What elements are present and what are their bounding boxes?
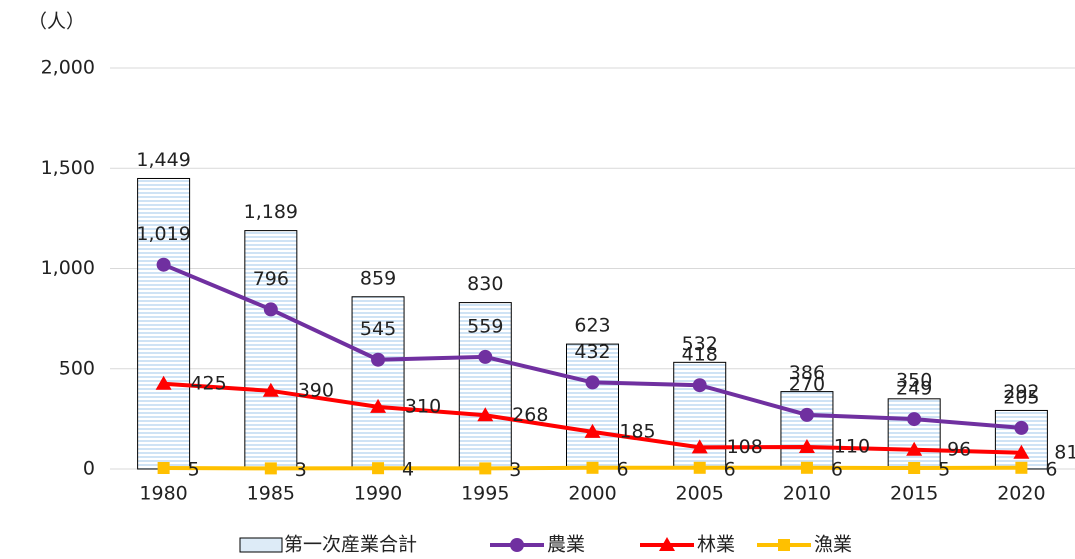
marker (691, 439, 708, 454)
data-label: 5 (938, 458, 950, 480)
data-label: 386 (789, 362, 825, 384)
y-tick-label: 1,000 (41, 257, 95, 279)
data-label: 108 (727, 436, 763, 458)
marker (799, 407, 814, 422)
y-tick-label: 0 (83, 458, 95, 480)
data-label: 390 (298, 379, 334, 401)
legend-marker (778, 539, 790, 551)
data-label: 623 (574, 315, 610, 337)
bar (244, 230, 298, 470)
marker (370, 398, 387, 413)
data-label: 268 (512, 404, 548, 426)
legend-swatch (239, 537, 283, 553)
data-label: 1,019 (136, 223, 190, 245)
x-tick-label: 1990 (354, 483, 402, 505)
data-label: 545 (360, 318, 396, 340)
marker (585, 375, 600, 390)
data-label: 559 (467, 315, 503, 337)
y-tick-label: 1,500 (41, 157, 95, 179)
marker (1014, 420, 1029, 435)
data-label: 1,449 (136, 149, 190, 171)
marker (477, 407, 494, 422)
marker (584, 423, 601, 438)
x-tick-label: 2005 (676, 483, 724, 505)
marker (157, 461, 170, 474)
data-label: 4 (402, 459, 414, 481)
x-tick-label: 2010 (783, 483, 831, 505)
bar (887, 398, 941, 470)
x-tick-label: 1995 (461, 483, 509, 505)
y-tick-label: 2,000 (41, 57, 95, 79)
data-label: 3 (509, 459, 521, 481)
legend-label: 農業 (547, 534, 585, 556)
data-label: 418 (682, 344, 718, 366)
marker (1015, 461, 1028, 474)
y-unit: （人） (28, 11, 85, 33)
data-label: 205 (1003, 386, 1039, 408)
data-label: 6 (724, 458, 736, 480)
bar (566, 343, 619, 470)
bar (351, 296, 405, 470)
x-tick-label: 1980 (139, 483, 187, 505)
marker (1013, 444, 1030, 459)
bar (137, 177, 191, 470)
legend-marker (659, 537, 675, 551)
marker (155, 375, 172, 390)
legend-marker (510, 538, 524, 552)
x-tick-label: 2015 (890, 483, 938, 505)
marker (907, 412, 922, 427)
data-label: 185 (619, 420, 655, 442)
marker (798, 438, 815, 453)
data-label: 6 (1045, 458, 1057, 480)
data-label: 3 (295, 459, 307, 481)
x-tick-label: 1985 (247, 483, 295, 505)
data-label: 350 (896, 369, 932, 391)
legend-label: 漁業 (814, 534, 852, 556)
bar (994, 409, 1048, 470)
marker (264, 462, 277, 475)
marker (156, 257, 171, 272)
marker (263, 302, 278, 317)
x-tick-label: 2020 (997, 483, 1045, 505)
data-label: 796 (253, 268, 289, 290)
data-label: 249 (896, 378, 932, 400)
marker (906, 441, 923, 456)
bar (780, 391, 834, 470)
data-label: 432 (574, 341, 610, 363)
data-label: 532 (682, 333, 718, 355)
legend-label: 第一次産業合計 (284, 534, 417, 556)
data-label: 81 (1054, 441, 1075, 463)
marker (800, 461, 813, 474)
data-label: 292 (1003, 381, 1039, 403)
data-label: 96 (947, 438, 971, 460)
x-tick-label: 2000 (568, 483, 616, 505)
data-label: 5 (188, 458, 200, 480)
legend-label: 林業 (697, 534, 735, 556)
data-label: 425 (190, 372, 226, 394)
marker (693, 461, 706, 474)
marker (372, 462, 385, 475)
marker (478, 349, 493, 364)
data-label: 310 (405, 395, 441, 417)
data-label: 6 (831, 458, 843, 480)
marker (586, 461, 599, 474)
data-label: 859 (360, 267, 396, 289)
data-label: 6 (616, 458, 628, 480)
data-label: 830 (467, 273, 503, 295)
marker (692, 378, 707, 393)
data-label: 270 (789, 373, 825, 395)
data-label: 1,189 (244, 201, 298, 223)
marker (479, 462, 492, 475)
data-label: 110 (834, 435, 870, 457)
y-tick-label: 500 (59, 357, 95, 379)
marker (262, 382, 279, 397)
marker (371, 352, 386, 367)
marker (908, 461, 921, 474)
